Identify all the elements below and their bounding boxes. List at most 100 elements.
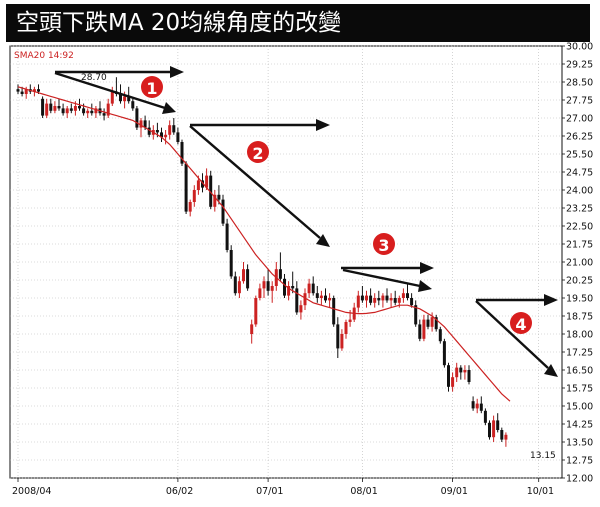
candle-body — [463, 370, 467, 373]
trend-arrows — [54, 66, 558, 377]
candle-body — [504, 434, 508, 440]
candle-body — [180, 142, 184, 164]
candle-body — [254, 298, 258, 325]
candle-body — [205, 175, 209, 188]
candle-body — [467, 370, 471, 382]
candle-body — [430, 317, 434, 327]
y-tick-label: 27.75 — [566, 96, 593, 107]
candle-body — [377, 298, 381, 301]
candle-body — [246, 269, 250, 289]
candle-body — [262, 281, 266, 289]
candle-body — [410, 298, 414, 306]
candle-body — [176, 132, 180, 142]
candle-body — [16, 89, 20, 92]
y-tick-label: 28.50 — [566, 78, 593, 89]
candle-body — [418, 324, 422, 339]
candle-body — [160, 132, 163, 138]
candle-body — [143, 120, 147, 128]
low-price-label: 13.15 — [530, 451, 556, 461]
candle-body — [45, 103, 49, 116]
candle-body — [32, 89, 36, 92]
candle-body — [422, 319, 426, 339]
candle-body — [311, 283, 315, 294]
candle-body — [397, 298, 401, 303]
y-tick-label: 15.00 — [566, 402, 593, 413]
y-tick-label: 14.25 — [566, 420, 593, 431]
candle-body — [229, 250, 233, 277]
x-tick-label: 06/02 — [166, 486, 193, 497]
y-tick-label: 18.00 — [566, 330, 593, 341]
candle-body — [221, 199, 225, 224]
y-tick-label: 12.00 — [566, 474, 593, 485]
candle-body — [315, 293, 319, 298]
candle-body — [356, 295, 360, 308]
candle-body — [332, 298, 336, 325]
candle-body — [168, 125, 172, 135]
x-tick-label: 09/01 — [441, 486, 468, 497]
candle-body — [303, 293, 307, 306]
candle-body — [237, 281, 241, 294]
candle-body — [155, 130, 159, 133]
candle-body — [41, 98, 45, 116]
candle-body — [479, 403, 483, 411]
marker-1-label: 1 — [146, 79, 157, 98]
y-tick-label: 17.25 — [566, 348, 593, 359]
candle-body — [426, 319, 430, 327]
candle-body — [307, 283, 311, 294]
candle-body — [414, 305, 418, 325]
candle-body — [184, 163, 188, 212]
marker-2-label: 2 — [252, 144, 263, 163]
candle-body — [266, 281, 270, 291]
arrow-4-down-head — [544, 364, 558, 377]
candle-body — [455, 367, 459, 378]
arrow-4-down — [475, 300, 549, 369]
candle-body — [37, 89, 40, 92]
y-tick-label: 23.25 — [566, 204, 593, 215]
candle-body — [328, 298, 332, 301]
candle-body — [65, 108, 69, 114]
candle-body — [295, 288, 299, 313]
y-axis: 30.00 29.25 28.50 27.75 27.00 26.25 25.50 24.75… — [562, 42, 593, 485]
arrow-4-flat-head — [544, 294, 558, 306]
x-tick-label: 08/01 — [350, 486, 377, 497]
candle-body — [78, 106, 81, 109]
candle-body — [438, 329, 442, 342]
candle-body — [385, 295, 389, 301]
chart-title: 空頭下跌MA 20均線角度的改變 — [16, 10, 342, 36]
candle-body — [393, 298, 397, 303]
marker-1: 1 — [141, 76, 163, 98]
candle-body — [447, 365, 450, 387]
arrow-3-flat-head — [420, 262, 434, 274]
candle-body — [196, 180, 200, 190]
candle-body — [102, 113, 106, 116]
candle-body — [381, 295, 385, 301]
y-tick-label: 27.00 — [566, 114, 593, 125]
candle-body — [340, 334, 344, 349]
candle-body — [217, 194, 221, 200]
candle-body — [139, 120, 143, 128]
marker-3: 3 — [373, 233, 395, 255]
arrow-1-down-head — [162, 102, 176, 114]
candle-body — [119, 94, 122, 102]
candle-body — [209, 175, 213, 207]
candle-body — [471, 401, 475, 409]
candle-body — [250, 324, 254, 334]
marker-3-label: 3 — [378, 236, 389, 255]
y-tick-label: 21.00 — [566, 258, 593, 269]
candle-body — [82, 108, 86, 114]
sma20-line — [17, 86, 511, 402]
candle-body — [492, 420, 496, 438]
arrow-1-down — [54, 71, 166, 110]
candle-body — [483, 410, 487, 423]
candle-body — [131, 101, 135, 109]
candle-body — [20, 91, 24, 94]
candle-body — [336, 324, 340, 349]
y-tick-label: 13.50 — [566, 438, 593, 449]
marker-2: 2 — [247, 141, 269, 163]
marker-4-label: 4 — [515, 315, 526, 334]
candle-body — [90, 110, 94, 114]
candle-body — [488, 422, 491, 438]
candle-body — [192, 190, 196, 202]
candle-body — [278, 269, 282, 279]
candle-body — [106, 103, 110, 116]
